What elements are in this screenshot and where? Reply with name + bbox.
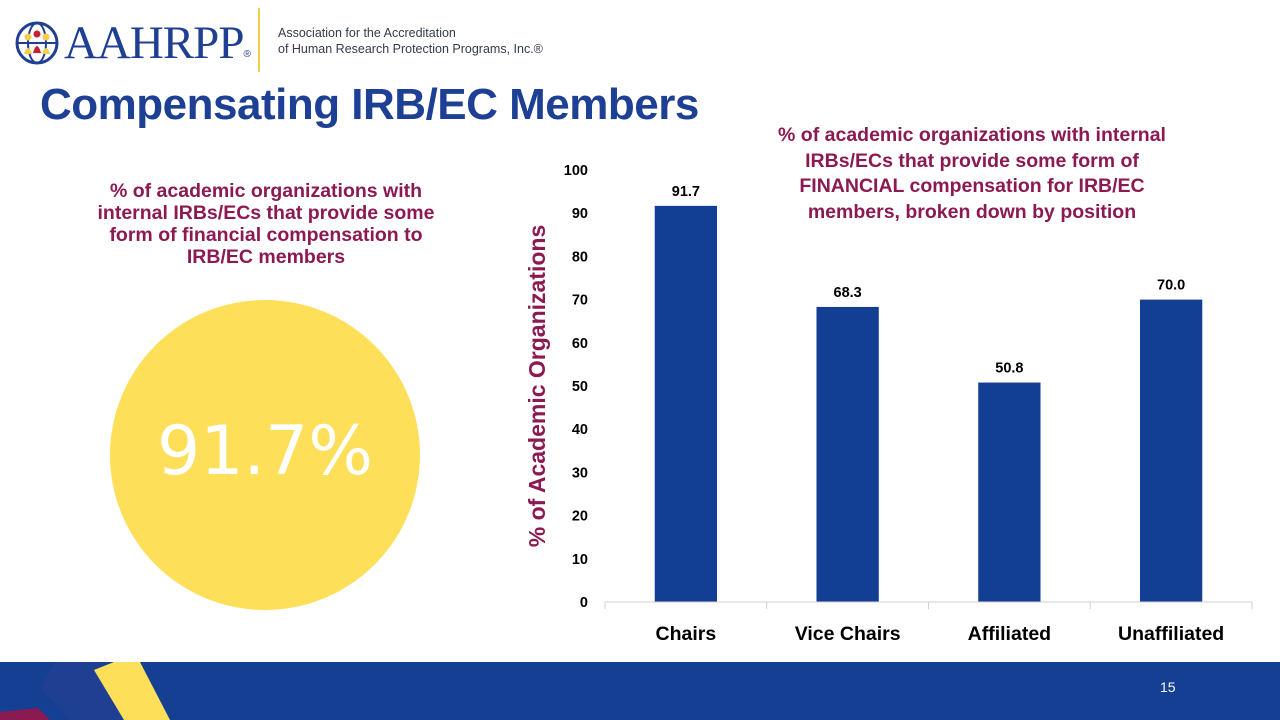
aahrpp-logo: AAHRPP ® [14,12,251,74]
slide-title: Compensating IRB/EC Members [40,80,699,129]
y-tick-label: 30 [572,465,588,481]
y-tick-label: 70 [572,293,588,309]
stat-value: 91.7% [156,411,374,491]
y-tick-label: 60 [572,336,588,352]
y-tick-label: 40 [572,422,588,438]
x-category-label: Chairs [656,623,717,645]
y-axis-title: % of Academic Organizations [524,225,550,548]
data-label: 50.8 [995,361,1023,377]
x-category-label: Affiliated [968,623,1051,645]
left-caption: % of academic organizations with interna… [97,180,435,268]
data-label: 91.7 [672,184,700,200]
registered-mark: ® [243,49,251,60]
y-tick-label: 0 [580,595,588,611]
bar-affiliated [978,382,1041,602]
y-ticks: 0 10 20 30 40 50 60 70 80 90 100 [564,163,588,611]
bar-chairs [654,205,718,602]
organization-name-line1: Association for the Accreditation [278,26,456,40]
y-axis-title-group: % of Academic Organizations [524,225,550,548]
chart-title: % of academic organizations with interna… [778,124,1166,223]
x-category-label: Vice Chairs [795,623,901,645]
page-number: 15 [1160,679,1176,695]
bar-chart: % of Academic Organizations 0 10 20 30 40 50 6… [524,163,1253,645]
x-axis: Chairs Vice Chairs Affiliated Unaffiliated [604,601,1253,645]
stat-circle: 91.7% [110,300,420,610]
y-tick-label: 50 [572,379,588,395]
bars: 91.7 68.3 50.8 70.0 [654,184,1203,602]
data-label: 70.0 [1157,278,1185,294]
footer-stripe-gold [94,662,170,720]
y-tick-label: 90 [572,206,588,222]
data-label: 68.3 [834,285,862,301]
y-tick-label: 100 [564,163,588,179]
organization-name: Association for the Accreditation of Hum… [278,25,543,57]
footer-band [0,662,1280,720]
y-tick-label: 10 [572,552,588,568]
x-category-label: Unaffiliated [1118,623,1224,645]
y-tick-label: 20 [572,509,588,525]
y-tick-label: 80 [572,249,588,265]
logo-divider [258,8,260,72]
organization-name-line2: of Human Research Protection Programs, I… [278,42,543,56]
footer-navy-bar [0,662,1280,720]
footer-stripe-maroon [0,708,50,720]
bar-unaffiliated [1139,299,1203,602]
bar-vice-chairs [816,306,879,602]
globe-people-icon [15,21,59,65]
logo-wordmark: AAHRPP [64,16,244,69]
